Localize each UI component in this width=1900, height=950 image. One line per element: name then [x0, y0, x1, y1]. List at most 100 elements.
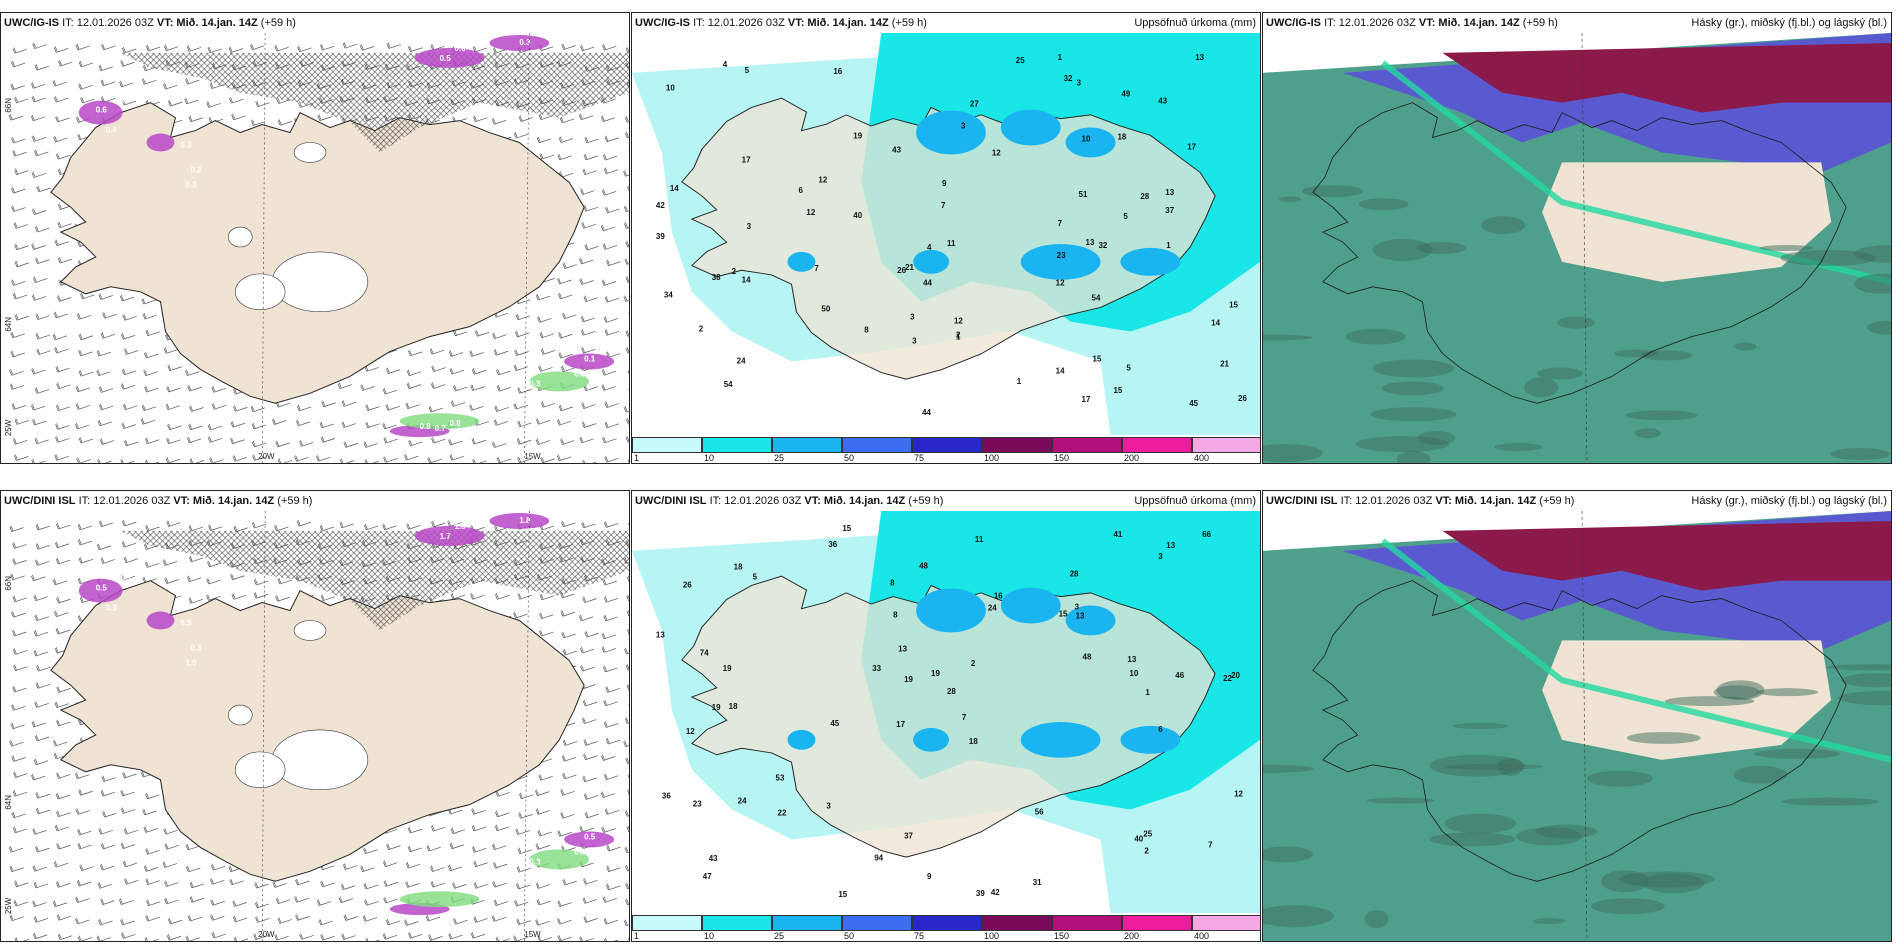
precip-value-label: 13 — [1076, 611, 1085, 620]
snow-value-label: 0.5 — [440, 54, 452, 63]
colorbar-tick: 75 — [914, 931, 925, 941]
precip-value-label: 12 — [818, 175, 827, 184]
colorbar-tick: 50 — [844, 453, 855, 463]
cloud-patch — [1429, 832, 1516, 847]
cloud-patch — [1867, 320, 1891, 335]
precip-value-label: 14 — [742, 276, 751, 285]
colorbar-swatch — [982, 437, 1052, 453]
lead-time: (+59 h) — [260, 17, 296, 29]
cloud-patch — [1533, 918, 1566, 925]
lon-label: 15W — [524, 452, 541, 461]
precip-value-label: 3 — [826, 802, 831, 811]
cloud-patch — [1366, 797, 1435, 804]
precip-value-label: 18 — [969, 737, 978, 746]
map-snow: 0.6 2.0 0.4 0.1 0.3 0.2 0.3 0.5 0.6 0.3 0.1 0.6 0.3 0… — [1, 33, 629, 463]
colorbar-tick: 25 — [774, 453, 785, 463]
snow-value-label: 0.2 — [190, 165, 202, 174]
init-time: IT: 12.01.2026 03Z — [1340, 495, 1433, 507]
cloud-patch — [1263, 905, 1334, 928]
cloud-patch — [1263, 334, 1313, 341]
precip-value-label: 9 — [927, 872, 932, 881]
precip-value-label: 5 — [745, 66, 750, 75]
snow-area-green — [399, 891, 480, 908]
colorbar-swatch — [842, 437, 912, 453]
valid-time: VT: Mið. 14.jan. 14Z — [1418, 17, 1520, 29]
cloud-patch — [1372, 239, 1433, 261]
precip-value-label: 7 — [1058, 219, 1063, 228]
precip-value-label: 17 — [896, 720, 905, 729]
lat-label: 25W — [4, 419, 13, 436]
precip-value-label: 25 — [1016, 56, 1025, 65]
valid-time: VT: Mið. 14.jan. 14Z — [156, 17, 258, 29]
colorbar: 1 10 25 50 75 100 150 200 400 — [632, 913, 1260, 941]
colorbar-tick: 50 — [844, 931, 855, 941]
high-cloud-layer — [1442, 42, 1891, 113]
precip-value-label: 66 — [1202, 530, 1211, 539]
snow-area-green — [399, 413, 480, 430]
cloud-patch — [1826, 664, 1891, 671]
colorbar-tick: 10 — [704, 453, 715, 463]
precip-value-label: 28 — [947, 687, 956, 696]
colorbar-swatch — [702, 437, 772, 453]
precip-value-label: 45 — [830, 719, 839, 728]
precip-value-label: 7 — [1208, 840, 1213, 849]
colorbar-tick: 200 — [1124, 931, 1140, 941]
field-title: Hásky (gr.), miðský (fj.bl.) og lágský (… — [1691, 495, 1887, 507]
precip-value-label: 46 — [1175, 671, 1184, 680]
snow-value-label: 0.1 — [584, 354, 596, 363]
snow-area — [146, 133, 175, 152]
field-title: Uppsöfnuð úrkoma (mm) — [1134, 495, 1256, 507]
precip-value-label: 3 — [912, 336, 917, 345]
precip-value-label: 13 — [898, 644, 907, 653]
precip-value-label: 47 — [703, 872, 712, 881]
cloud-patch — [1452, 723, 1509, 729]
field-title: Hásky (gr.), miðský (fj.bl.) og lágský (… — [1691, 17, 1887, 29]
model-name: UWC/IG-IS — [1266, 17, 1321, 29]
cloud-patch — [1537, 367, 1583, 380]
precip-value-label: 2 — [1144, 846, 1149, 855]
front-band — [1380, 538, 1891, 763]
precip-value-label: 15 — [838, 890, 847, 899]
cloud-patch — [1733, 765, 1788, 784]
colorbar-tick: 25 — [774, 931, 785, 941]
cloud-patch — [1557, 316, 1595, 329]
cloud-patch — [1634, 428, 1661, 439]
lat-label: 64N — [4, 317, 13, 332]
glacier — [234, 273, 286, 311]
precip-heavy — [787, 251, 816, 272]
model-name: UWC/IG-IS — [4, 17, 59, 29]
cloud-patch — [1381, 381, 1444, 396]
model-name: UWC/DINI ISL — [4, 495, 76, 507]
cloud-patch — [1830, 448, 1891, 461]
cloud-patch — [1535, 824, 1597, 839]
cloud-patch — [1780, 249, 1877, 266]
colorbar-tick: 75 — [914, 453, 925, 463]
precip-value-label: 11 — [947, 239, 956, 248]
iceland-landmass — [681, 97, 1216, 380]
snow-value-label: 0.5 — [584, 832, 596, 841]
snow-value-label: 0.3 — [106, 604, 118, 613]
colorbar-tick: 150 — [1054, 453, 1070, 463]
precip-value-label: 28 — [1070, 570, 1079, 579]
snow-value-label: 0.3 — [529, 857, 541, 866]
iceland-outline — [1312, 102, 1847, 404]
precip-value-label: 17 — [1082, 395, 1091, 404]
map-snow: 0.5 0.1 0.3 0.1 0.5 0.3 1.0 1.7 1.0 1.8 0.5 0.8 0.3 6… — [1, 511, 629, 941]
precip-value-label: 10 — [1129, 669, 1138, 678]
valid-time: VT: Mið. 14.jan. 14Z — [1435, 495, 1537, 507]
lat-label: 66N — [4, 98, 13, 113]
precip-value-label: 1 — [1058, 53, 1063, 62]
precip-value-label: 10 — [666, 84, 675, 93]
cloud-patch — [1754, 748, 1841, 759]
precip-value-label: 3 — [1077, 79, 1082, 88]
valid-time: VT: Mið. 14.jan. 14Z — [787, 17, 889, 29]
snow-value-label: 0.3 — [190, 643, 202, 652]
panel-header: UWC/DINI ISL IT: 12.01.2026 03Z VT: Mið.… — [1, 491, 629, 511]
precip-value-label: 40 — [853, 211, 862, 220]
field-title: Uppsöfnuð úrkoma (mm) — [1134, 17, 1256, 29]
precip-value-label: 48 — [919, 562, 928, 571]
precip-value-label: 14 — [1056, 366, 1065, 375]
snow-value-label: 0.3 — [529, 379, 541, 388]
precip-value-label: 13 — [1127, 655, 1136, 664]
hatched-area — [120, 52, 629, 153]
